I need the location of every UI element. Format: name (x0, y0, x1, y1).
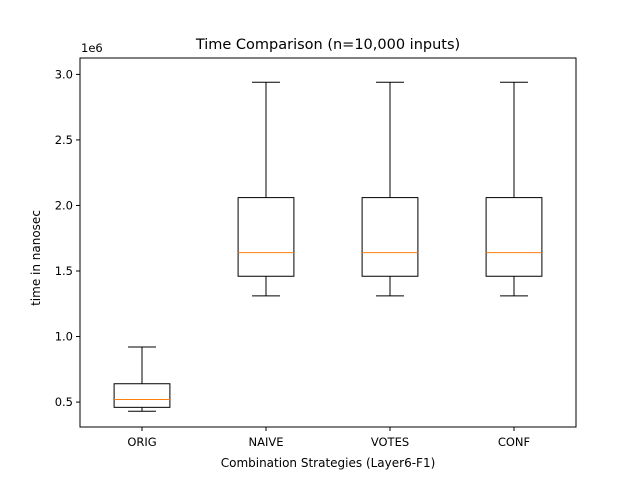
x-tick-label: CONF (498, 435, 530, 449)
y-axis-label: time in nanosec (29, 210, 43, 306)
box-orig (113, 383, 171, 408)
y-tick-label: 2.5 (55, 133, 73, 147)
x-tick-label: NAIVE (249, 435, 284, 449)
box-naive (237, 197, 295, 277)
x-tick-label: VOTES (371, 435, 409, 449)
box-votes (361, 197, 419, 277)
y-axis-offset-label: 1e6 (81, 41, 103, 55)
y-tick-label: 3.0 (55, 67, 73, 81)
chart-title: Time Comparison (n=10,000 inputs) (195, 37, 460, 53)
plot-frame (79, 57, 577, 428)
x-tick-label: ORIG (127, 435, 156, 449)
box-conf (485, 197, 543, 277)
y-tick-label: 0.5 (55, 395, 73, 409)
y-tick-label: 1.5 (55, 264, 73, 278)
x-axis-label: Combination Strategies (Layer6-F1) (221, 456, 436, 470)
plot-area: 0.5 1.0 1.5 2.0 2.5 3.0 ORIG NAIVE VOTES CONF (55, 57, 577, 449)
y-tick-label: 2.0 (55, 198, 73, 212)
y-tick-label: 1.0 (55, 330, 73, 344)
